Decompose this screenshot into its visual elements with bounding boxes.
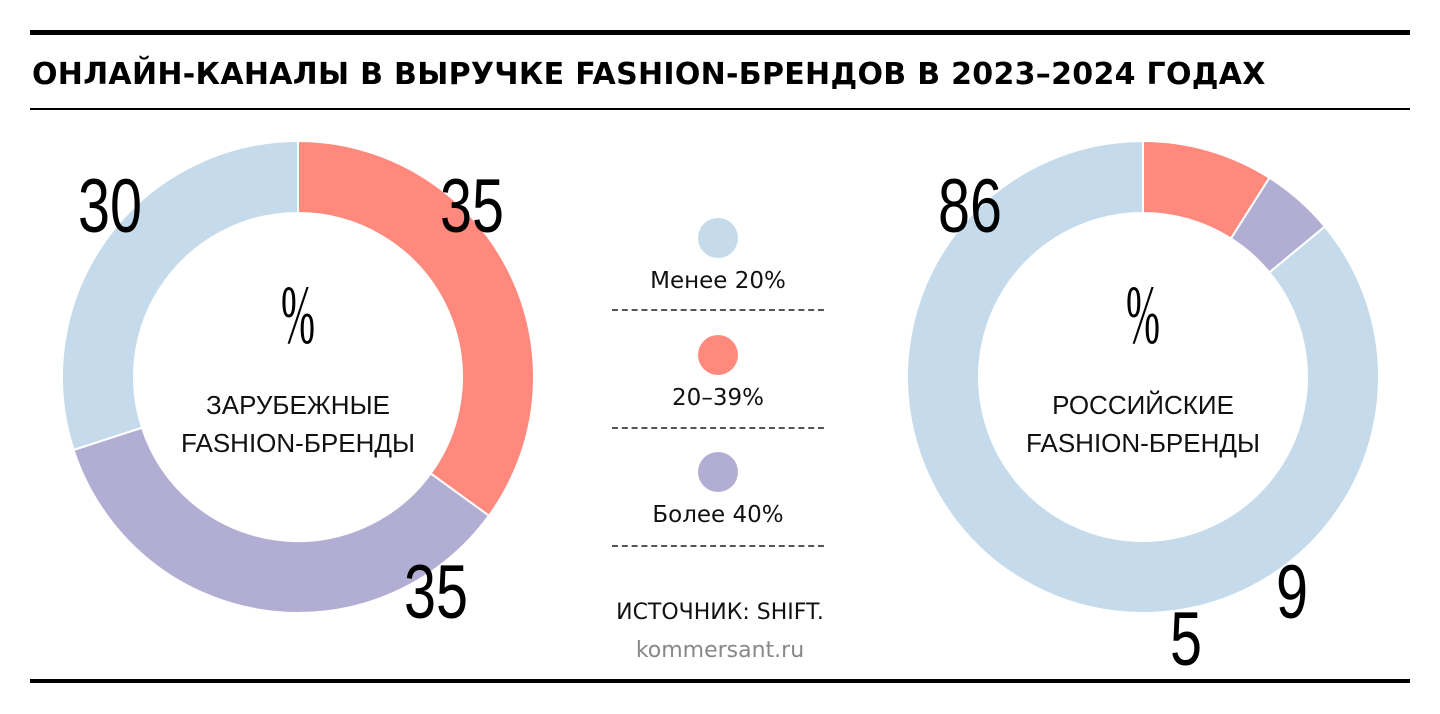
slice-under-20 [906,139,1380,614]
source-note: ИСТОЧНИК: SHIFT. [616,600,824,625]
donut-foreign-brands: 30 35 35% ЗАРУБЕЖНЫЕ FASHION-БРЕНДЫ [61,139,535,635]
bottom-rule [30,679,1410,683]
center-label-line-2: FASHION-БРЕНДЫ [181,428,415,458]
center-label-line-1: ЗАРУБЕЖНЫЕ [206,390,390,420]
value-label-over-40: 5 [1170,597,1202,682]
legend-dot-20-39 [698,335,738,375]
center-label-line-1: РОССИЙСКИЕ [1052,390,1234,420]
value-label-under-20: 86 [938,164,1002,249]
center-label-line-2: FASHION-БРЕНДЫ [1026,428,1260,458]
legend-label-under-20: Менее 20% [650,268,786,294]
slice-under-20 [61,139,299,452]
legend-dot-over-40 [698,452,738,492]
legend-divider [612,309,824,311]
unit-label: % [1126,269,1160,362]
site-credit: kommersant.ru [635,638,805,663]
unit-label: % [281,269,315,362]
donut-russian-brands: 86 95% РОССИЙСКИЕ FASHION-БРЕНДЫ [906,139,1380,682]
legend-label-over-40: Более 40% [652,502,784,528]
title-underline [30,108,1410,110]
slice-20-39 [297,139,535,518]
value-label-under-20: 30 [78,164,142,249]
chart-title: ОНЛАЙН-КАНАЛЫ В ВЫРУЧКЕ FASHION-БРЕНДОВ … [32,57,1266,92]
value-label-20-39: 35 [440,164,504,249]
slice-over-40 [72,426,491,614]
value-label-20-39: 9 [1276,550,1308,635]
legend-divider [612,427,824,429]
legend-dot-under-20 [698,218,738,258]
legend-divider [612,545,824,547]
value-label-over-40: 35 [404,550,468,635]
legend-label-20-39: 20–39% [672,385,764,411]
top-rule [30,30,1410,35]
